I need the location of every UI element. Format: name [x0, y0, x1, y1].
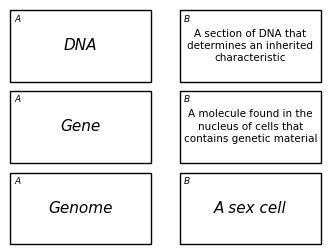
Text: Gene: Gene — [60, 119, 101, 134]
FancyBboxPatch shape — [10, 91, 151, 163]
Text: A molecule found in the
nucleus of cells that
contains genetic material: A molecule found in the nucleus of cells… — [183, 109, 317, 144]
FancyBboxPatch shape — [10, 10, 151, 82]
FancyBboxPatch shape — [10, 173, 151, 244]
Text: A: A — [14, 15, 20, 24]
Text: DNA: DNA — [64, 39, 97, 53]
Text: B: B — [184, 95, 190, 104]
Text: B: B — [184, 15, 190, 24]
Text: Genome: Genome — [48, 201, 113, 216]
Text: A sex cell: A sex cell — [214, 201, 287, 216]
Text: B: B — [184, 177, 190, 186]
FancyBboxPatch shape — [180, 10, 321, 82]
FancyBboxPatch shape — [180, 173, 321, 244]
Text: A: A — [14, 177, 20, 186]
Text: A: A — [14, 95, 20, 104]
FancyBboxPatch shape — [180, 91, 321, 163]
Text: A section of DNA that
determines an inherited
characteristic: A section of DNA that determines an inhe… — [187, 28, 313, 64]
